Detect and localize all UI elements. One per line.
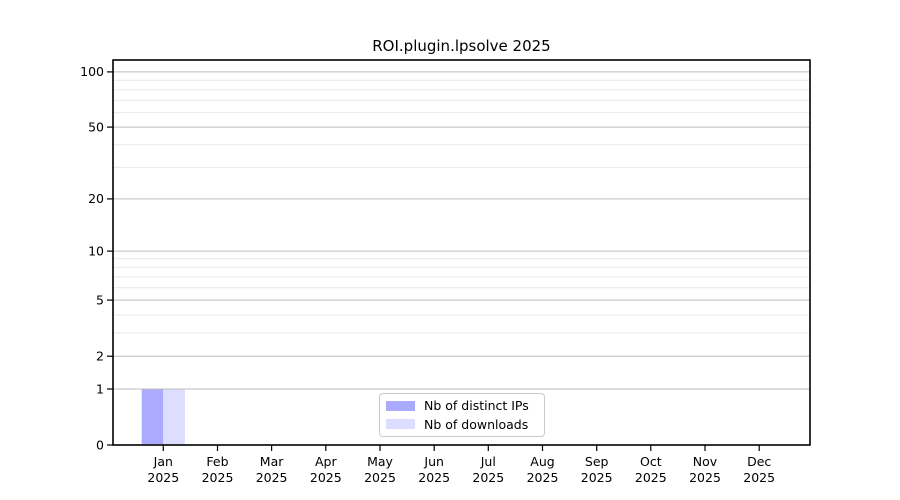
x-tick-label-year: 2025 (743, 470, 775, 485)
bar-downloads-jan (163, 389, 185, 445)
x-tick-label-month: Sep (585, 454, 609, 469)
legend-entry-downloads: Nb of downloads (386, 417, 538, 433)
y-tick-label: 2 (96, 349, 104, 364)
y-tick-label: 20 (88, 191, 104, 206)
y-tick-label: 0 (96, 437, 104, 452)
chart-title: ROI.plugin.lpsolve 2025 (372, 37, 551, 55)
x-tick-label-month: Jun (423, 454, 444, 469)
legend-swatch-distinct-ips (386, 400, 415, 411)
y-tick-label: 5 (96, 292, 104, 307)
x-tick-label-month: Jul (480, 454, 496, 469)
y-tick-label: 100 (80, 64, 104, 79)
x-tick-label-month: Dec (747, 454, 771, 469)
x-tick-label-month: Jan (153, 454, 173, 469)
x-tick-label-year: 2025 (689, 470, 721, 485)
x-tick-label-year: 2025 (635, 470, 667, 485)
x-tick-label-month: May (367, 454, 393, 469)
legend-entry-distinct-ips: Nb of distinct IPs (386, 398, 538, 414)
x-tick-label-month: Feb (206, 454, 228, 469)
x-tick-label-month: Aug (530, 454, 554, 469)
x-tick-label-year: 2025 (202, 470, 234, 485)
bar-distinct-ips-jan (141, 389, 164, 445)
plot-frame (112, 59, 811, 446)
x-tick-label-year: 2025 (472, 470, 504, 485)
y-tick-label: 1 (96, 381, 104, 396)
x-tick-label-year: 2025 (581, 470, 613, 485)
legend-label-downloads: Nb of downloads (424, 416, 529, 432)
x-tick-label-month: Nov (693, 454, 718, 469)
x-tick-label-year: 2025 (527, 470, 559, 485)
y-tick-label: 10 (88, 243, 104, 258)
legend-label-distinct-ips: Nb of distinct IPs (424, 398, 529, 414)
x-tick-label-year: 2025 (147, 470, 179, 485)
x-tick-label-month: Mar (260, 454, 284, 469)
x-tick-label-month: Oct (640, 454, 662, 469)
x-tick-label-year: 2025 (256, 470, 288, 485)
y-tick-label: 50 (88, 119, 104, 134)
x-tick-label-year: 2025 (418, 470, 450, 485)
legend-swatch-downloads (386, 419, 415, 430)
x-tick-label-month: Apr (315, 454, 337, 469)
x-tick-label-year: 2025 (310, 470, 342, 485)
legend: Nb of distinct IPs Nb of downloads (379, 393, 545, 437)
x-tick-label-year: 2025 (364, 470, 396, 485)
